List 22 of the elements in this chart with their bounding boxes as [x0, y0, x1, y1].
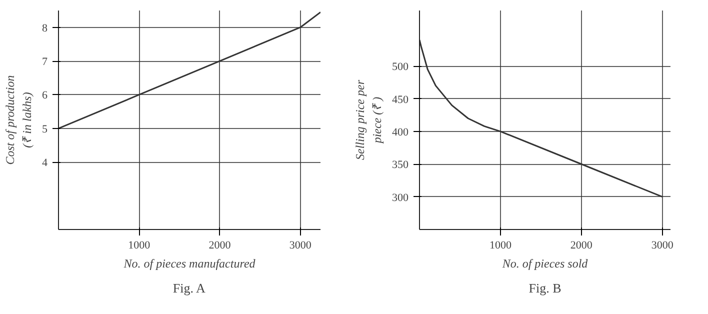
y-axis-title: Cost of production (₹ in lakhs)	[3, 75, 34, 165]
y-tick-label: 4	[42, 157, 48, 170]
y-axis-title: Selling price per piece (₹ )	[353, 80, 384, 160]
x-tick-label: 3000	[289, 240, 312, 252]
text: Fig. A	[172, 280, 206, 296]
y-tick-label: 5	[42, 123, 48, 136]
x-tick-label: 1000	[489, 240, 512, 252]
y-tick-label: 450	[392, 94, 409, 106]
y-tick-label: 350	[392, 159, 409, 172]
y-tick-label: 400	[392, 126, 409, 138]
x-tick-label: 3000	[651, 240, 674, 252]
y-tick-label: 300	[392, 192, 409, 204]
x-axis-title: No. of pieces sold	[501, 256, 589, 270]
text: Fig. B	[528, 280, 562, 296]
y-tick-label: 6	[42, 90, 48, 102]
x-tick-label: 2000	[208, 240, 232, 252]
y-tick-label: 7	[42, 56, 48, 68]
x-tick-label: 2000	[570, 240, 593, 252]
y-tick-label: 500	[392, 61, 409, 74]
x-tick-label: 1000	[128, 240, 151, 252]
y-tick-label: 8	[42, 22, 48, 34]
x-axis-title: No. of pieces manufactured	[122, 256, 256, 270]
